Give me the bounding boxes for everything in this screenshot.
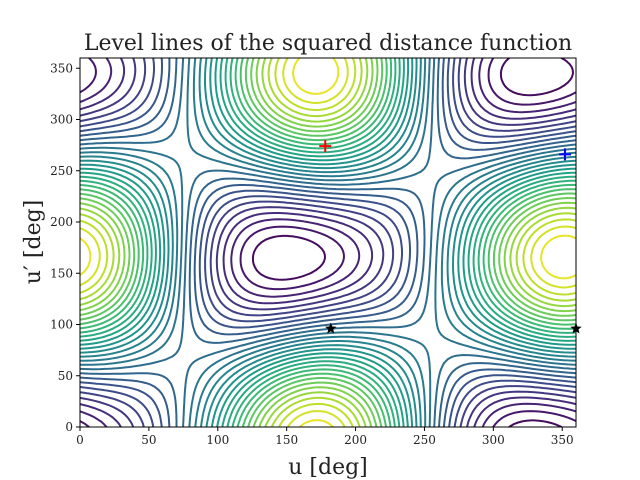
contour-level <box>80 58 576 427</box>
contour-level <box>80 58 576 427</box>
contour-level <box>80 58 576 427</box>
contour-lines <box>80 58 576 427</box>
contour-level <box>80 58 576 427</box>
x-tick-label: 150 <box>275 433 298 447</box>
y-tick-label: 150 <box>50 266 73 280</box>
x-axis-ticks: 0 50 100 150 200 250 300 350 <box>76 427 574 447</box>
contour-level <box>80 58 576 427</box>
contour-level <box>80 58 576 427</box>
contour-level <box>80 58 576 427</box>
contour-level <box>80 58 576 427</box>
x-tick-label: 200 <box>344 433 367 447</box>
contour-level <box>80 58 576 427</box>
y-tick-label: 250 <box>50 164 73 178</box>
contour-level <box>80 58 576 427</box>
x-tick-label: 350 <box>551 433 574 447</box>
contour-level <box>80 58 576 427</box>
y-tick-label: 100 <box>50 318 73 332</box>
y-tick-label: 350 <box>50 61 73 75</box>
x-tick-label: 50 <box>141 433 156 447</box>
contour-level <box>80 58 576 427</box>
contour-level <box>80 58 576 427</box>
x-tick-label: 100 <box>206 433 229 447</box>
x-tick-label: 250 <box>413 433 436 447</box>
contour-level <box>80 58 576 427</box>
contour-level <box>80 58 576 427</box>
contour-level <box>80 58 576 427</box>
contour-level <box>80 58 576 427</box>
y-axis-label: u′ [deg] <box>21 200 46 285</box>
contour-level <box>80 58 576 427</box>
plot-frame <box>79 57 577 428</box>
x-axis-label: u [deg] <box>288 455 368 480</box>
contour-level <box>80 58 576 427</box>
y-tick-label: 50 <box>58 369 73 383</box>
plus-marker <box>319 140 332 153</box>
star-marker <box>325 322 337 334</box>
contour-level <box>80 58 576 427</box>
contour-level <box>80 58 576 427</box>
contour-level <box>80 58 576 427</box>
contour-level <box>80 58 576 427</box>
y-tick-label: 200 <box>50 215 73 229</box>
y-tick-label: 0 <box>65 420 73 434</box>
contour-level <box>80 58 576 427</box>
contour-level <box>80 58 576 427</box>
contour-level <box>80 58 576 427</box>
contour-level <box>80 58 576 427</box>
x-tick-label: 0 <box>76 433 84 447</box>
y-axis-ticks: 0 50 100 150 200 250 300 350 <box>50 61 80 434</box>
chart-title: Level lines of the squared distance func… <box>84 31 572 56</box>
contour-level <box>80 58 576 427</box>
x-tick-label: 300 <box>482 433 505 447</box>
y-tick-label: 300 <box>50 113 73 127</box>
contour-level <box>80 58 576 427</box>
plus-marker <box>558 148 571 161</box>
